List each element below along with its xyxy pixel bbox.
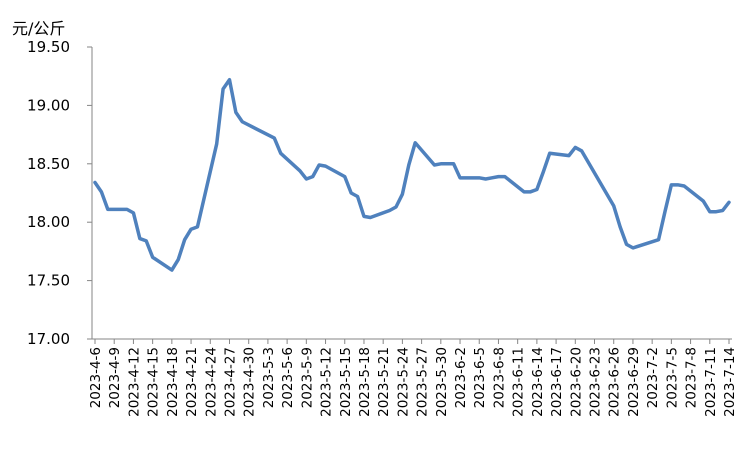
y-tick-label: 17.00 — [27, 330, 70, 348]
x-tick-label: 2023-6-8 — [491, 347, 507, 408]
x-tick-label: 2023-4-27 — [222, 347, 238, 417]
x-tick-label: 2023-4-30 — [242, 347, 258, 417]
x-tick-label: 2023-5-6 — [280, 347, 296, 408]
x-tick-label: 2023-5-3 — [261, 347, 277, 408]
x-tick-label: 2023-5-12 — [319, 347, 335, 417]
x-tick-label: 2023-6-11 — [511, 347, 527, 417]
x-tick-label: 2023-6-29 — [626, 347, 642, 417]
x-tick-label: 2023-5-30 — [434, 347, 450, 417]
x-tick-label: 2023-6-23 — [588, 347, 604, 417]
y-tick-label: 18.00 — [27, 213, 70, 231]
y-tick-label: 18.50 — [27, 155, 70, 173]
x-tick-label: 2023-7-2 — [645, 347, 661, 408]
x-tick-label: 2023-7-11 — [703, 347, 719, 417]
x-tick-label: 2023-4-21 — [184, 347, 200, 417]
x-tick-label: 2023-4-6 — [88, 347, 104, 408]
x-tick-label: 2023-6-17 — [549, 347, 565, 417]
x-tick-label: 2023-5-27 — [415, 347, 431, 417]
x-tick-label: 2023-5-15 — [338, 347, 354, 417]
x-tick-label: 2023-7-8 — [684, 347, 700, 408]
x-tick-label: 2023-7-14 — [722, 347, 738, 417]
x-tick-label: 2023-5-21 — [376, 347, 392, 417]
x-tick-label: 2023-6-26 — [607, 347, 623, 417]
x-tick-label: 2023-4-15 — [146, 347, 162, 417]
y-tick-label: 19.50 — [27, 38, 70, 56]
y-axis-ticks: 17.00 17.50 18.00 18.50 19.00 19.50 — [27, 38, 92, 348]
x-tick-label: 2023-7-5 — [664, 347, 680, 408]
x-tick-label: 2023-4-18 — [165, 347, 181, 417]
x-tick-label: 2023-6-5 — [472, 347, 488, 408]
x-tick-label: 2023-6-20 — [568, 347, 584, 417]
x-tick-label: 2023-4-9 — [107, 347, 123, 408]
x-tick-label: 2023-4-12 — [126, 347, 142, 417]
x-axis-ticks: 2023-4-6 2023-4-9 2023-4-12 2023-4-15 2023-4… — [88, 339, 738, 417]
x-tick-label: 2023-5-24 — [395, 347, 411, 417]
y-tick-label: 17.50 — [27, 272, 70, 290]
x-tick-label: 2023-6-14 — [530, 347, 546, 417]
x-tick-label: 2023-5-9 — [299, 347, 315, 408]
series-line — [93, 77, 731, 272]
x-tick-label: 2023-6-2 — [453, 347, 469, 408]
y-tick-label: 19.00 — [27, 96, 70, 114]
x-tick-label: 2023-5-18 — [357, 347, 373, 417]
x-tick-label: 2023-4-24 — [203, 347, 219, 417]
y-unit-label: 元/公斤 — [12, 19, 65, 38]
